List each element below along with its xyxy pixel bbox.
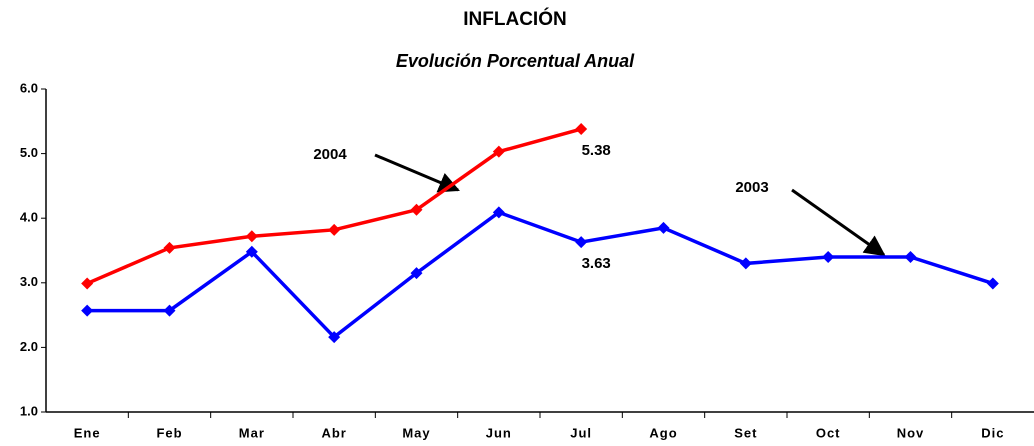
point-marker xyxy=(410,203,423,216)
point-marker xyxy=(492,206,505,219)
arrow xyxy=(374,153,460,193)
point-marker xyxy=(904,250,917,263)
chart-title: INFLACIÓN xyxy=(463,8,566,30)
point-marker xyxy=(163,241,176,254)
x-tick-label: Ago xyxy=(649,425,677,440)
y-tick-label: 5.0 xyxy=(20,145,38,160)
x-tick-label: Set xyxy=(734,425,757,440)
series-annotation: 2004 xyxy=(313,146,347,163)
point-marker xyxy=(328,331,341,344)
y-tick-label: 4.0 xyxy=(20,210,38,225)
data-label: 5.38 xyxy=(582,142,611,159)
point-marker xyxy=(328,223,341,236)
x-tick-label: Dic xyxy=(981,425,1004,440)
series-annotation: 2003 xyxy=(735,179,768,196)
point-marker xyxy=(245,230,258,243)
x-tick-label: Nov xyxy=(897,425,925,440)
x-tick-label: Oct xyxy=(816,425,841,440)
point-marker xyxy=(986,277,999,290)
point-marker xyxy=(163,304,176,317)
arrow xyxy=(791,188,886,257)
point-marker xyxy=(657,221,670,234)
x-tick-label: Jul xyxy=(570,425,592,440)
x-tick-label: May xyxy=(402,425,430,440)
y-tick-label: 1.0 xyxy=(20,403,38,418)
x-tick-label: Jun xyxy=(486,425,512,440)
point-marker xyxy=(575,123,588,136)
y-tick-label: 2.0 xyxy=(20,339,38,354)
y-tick-label: 3.0 xyxy=(20,274,38,289)
point-marker xyxy=(245,245,258,258)
x-tick-label: Abr xyxy=(321,425,346,440)
point-marker xyxy=(410,267,423,280)
chart-subtitle: Evolución Porcentual Anual xyxy=(396,51,635,71)
point-marker xyxy=(575,236,588,249)
y-tick-label: 6.0 xyxy=(20,80,38,95)
point-marker xyxy=(81,277,94,290)
series-line xyxy=(87,210,994,340)
x-tick-label: Feb xyxy=(156,425,182,440)
point-marker xyxy=(81,304,94,317)
point-marker xyxy=(822,250,835,263)
x-tick-label: Mar xyxy=(239,425,265,440)
point-marker xyxy=(492,145,505,158)
point-marker xyxy=(739,257,752,270)
data-label: 3.63 xyxy=(582,255,611,272)
x-tick-label: Ene xyxy=(74,425,101,440)
